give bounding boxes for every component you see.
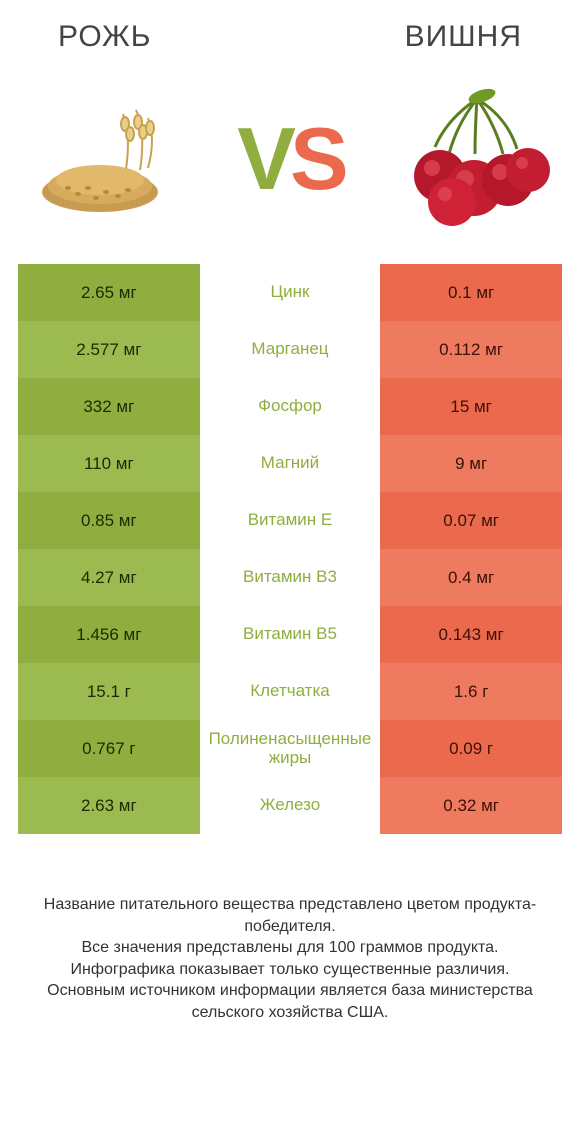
value-left: 0.767 г	[18, 720, 200, 777]
nutrient-row: 332 мгФосфор15 мг	[18, 378, 562, 435]
nutrient-name: Железо	[200, 777, 381, 834]
value-right: 15 мг	[380, 378, 562, 435]
nutrient-name: Витамин E	[200, 492, 381, 549]
value-left: 1.456 мг	[18, 606, 200, 663]
footer-notes: Название питательного вещества представл…	[18, 894, 562, 1024]
nutrient-row: 2.63 мгЖелезо0.32 мг	[18, 777, 562, 834]
value-left: 110 мг	[18, 435, 200, 492]
value-right: 0.112 мг	[380, 321, 562, 378]
footer-line: Инфографика показывает только существенн…	[22, 959, 558, 981]
nutrient-row: 0.767 гПолиненасыщенные жиры0.09 г	[18, 720, 562, 777]
title-right: ВИШНЯ	[405, 20, 522, 54]
nutrient-name: Витамин B5	[200, 606, 381, 663]
nutrient-name: Цинк	[200, 264, 381, 321]
nutrient-name: Полиненасыщенные жиры	[200, 720, 381, 777]
value-left: 2.63 мг	[18, 777, 200, 834]
value-left: 0.85 мг	[18, 492, 200, 549]
vs-v: V	[237, 109, 290, 208]
nutrient-row: 0.85 мгВитамин E0.07 мг	[18, 492, 562, 549]
value-left: 2.577 мг	[18, 321, 200, 378]
value-right: 0.32 мг	[380, 777, 562, 834]
nutrient-name: Клетчатка	[200, 663, 381, 720]
titles-row: РОЖЬ ВИШНЯ	[18, 20, 562, 54]
value-left: 4.27 мг	[18, 549, 200, 606]
vs-s: S	[290, 109, 343, 208]
value-right: 0.4 мг	[380, 549, 562, 606]
nutrient-name: Витамин B3	[200, 549, 381, 606]
value-right: 0.09 г	[380, 720, 562, 777]
footer-line: Название питательного вещества представл…	[22, 894, 558, 937]
value-left: 15.1 г	[18, 663, 200, 720]
nutrient-row: 110 мгМагний9 мг	[18, 435, 562, 492]
cherry-image	[402, 84, 552, 234]
value-right: 9 мг	[380, 435, 562, 492]
rye-image	[28, 84, 178, 234]
value-left: 2.65 мг	[18, 264, 200, 321]
value-right: 0.07 мг	[380, 492, 562, 549]
nutrient-name: Магний	[200, 435, 381, 492]
nutrient-row: 4.27 мгВитамин B30.4 мг	[18, 549, 562, 606]
value-right: 0.143 мг	[380, 606, 562, 663]
infographic-root: РОЖЬ ВИШНЯ	[0, 0, 580, 1144]
nutrient-name: Марганец	[200, 321, 381, 378]
value-right: 1.6 г	[380, 663, 562, 720]
footer-line: Все значения представлены для 100 граммо…	[22, 937, 558, 959]
nutrient-name: Фосфор	[200, 378, 381, 435]
value-left: 332 мг	[18, 378, 200, 435]
nutrient-row: 2.65 мгЦинк0.1 мг	[18, 264, 562, 321]
nutrient-row: 15.1 гКлетчатка1.6 г	[18, 663, 562, 720]
nutrient-table: 2.65 мгЦинк0.1 мг2.577 мгМарганец0.112 м…	[18, 264, 562, 834]
nutrient-row: 1.456 мгВитамин B50.143 мг	[18, 606, 562, 663]
value-right: 0.1 мг	[380, 264, 562, 321]
title-left: РОЖЬ	[58, 20, 151, 54]
hero-row: VS	[18, 84, 562, 264]
nutrient-row: 2.577 мгМарганец0.112 мг	[18, 321, 562, 378]
footer-line: Основным источником информации является …	[22, 980, 558, 1023]
vs-label: VS	[237, 115, 342, 203]
